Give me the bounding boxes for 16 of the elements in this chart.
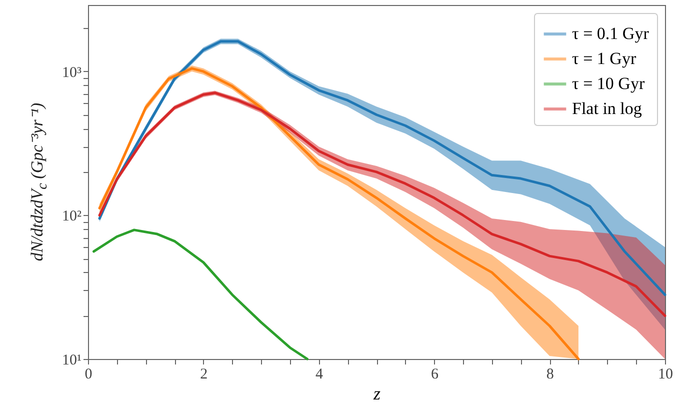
legend-label: τ = 0.1 Gyr — [572, 24, 650, 43]
y-tick-label: 10² — [62, 208, 82, 225]
legend-label: Flat in log — [572, 99, 642, 118]
x-tick-label: 10 — [658, 366, 673, 382]
x-tick-label: 2 — [200, 366, 208, 382]
x-tick-label: 0 — [84, 366, 92, 382]
y-tick-label: 10³ — [62, 64, 82, 81]
x-axis-title: z — [372, 384, 381, 404]
line-series — [92, 228, 309, 360]
x-tick-label: 8 — [546, 366, 554, 382]
x-tick-label: 6 — [430, 366, 439, 382]
x-tick-label: 4 — [316, 366, 324, 382]
legend-label: τ = 10 Gyr — [572, 74, 645, 93]
legend-label: τ = 1 Gyr — [572, 49, 636, 68]
y-tick-label: 10¹ — [62, 352, 82, 368]
line-series — [98, 92, 666, 317]
